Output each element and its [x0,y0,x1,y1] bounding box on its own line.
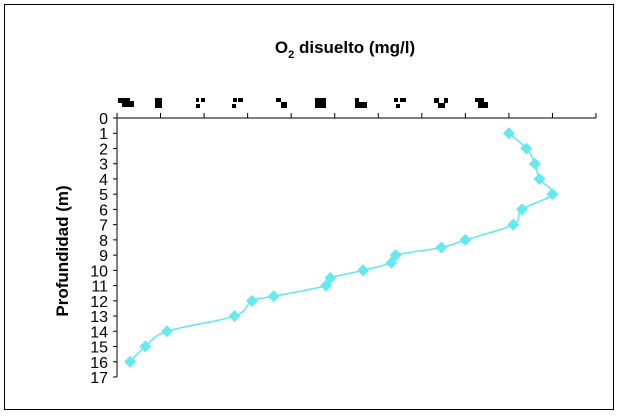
data-point-marker [459,233,472,246]
chart-frame [4,4,614,410]
x-tick-label-glyph [396,104,400,108]
y-tick-label: 3 [99,157,108,174]
x-tick-label-glyph [315,98,326,108]
y-tick-label: 5 [99,187,108,204]
x-tick-label-glyph [400,98,406,102]
chart-title: O2 disuelto (mg/l) [275,38,415,61]
x-tick-label-glyph [478,102,488,108]
data-point-marker [515,203,528,216]
y-tick-label: 4 [99,172,108,189]
x-tick-label-glyph [434,98,439,103]
data-point-marker [228,310,241,323]
data-point-marker [357,264,370,277]
y-tick-label: 0 [99,111,108,128]
y-tick-label: 2 [99,141,108,158]
x-tick-label-glyph [232,104,236,108]
x-tick-label-glyph [233,98,237,102]
data-point-marker [320,279,333,292]
data-point-marker [124,355,137,368]
x-tick-label-glyph [394,98,398,102]
y-tick-label: 16 [90,355,108,372]
x-tick-label-glyph [201,98,205,102]
x-tick-label-glyph [438,103,445,108]
x-tick-label-glyph [444,98,448,103]
y-tick-label: 17 [90,370,108,387]
x-tick-label-glyph [196,104,200,108]
x-axis [116,98,597,119]
y-tick-label: 8 [99,233,108,250]
x-tick-label-glyph [359,102,367,108]
y-tick-label: 13 [90,309,108,326]
data-point-marker [502,127,515,140]
x-tick-label-glyph [475,98,484,102]
data-point-marker [161,325,174,338]
y-tick-label: 9 [99,248,108,265]
y-tick-label: 14 [90,324,108,341]
x-tick-label-glyph [155,98,162,108]
data-point-marker [533,172,546,185]
x-tick-label-glyph [281,102,287,108]
data-point-marker [385,256,398,269]
y-tick-label: 12 [90,294,108,311]
data-point-marker [546,188,559,201]
data-point-marker [139,340,152,353]
data-point-marker [245,294,258,307]
x-tick-label-glyph [196,98,199,102]
y-tick-label: 1 [99,126,108,143]
x-tick-label-glyph [122,101,134,107]
data-point-marker [435,241,448,254]
data-point-marker [529,157,542,170]
x-tick-label-glyph [118,98,130,103]
x-tick-label-glyph [238,98,243,102]
x-tick-label-glyph [276,98,281,102]
data-point-marker [520,142,533,155]
y-tick-label: 10 [90,263,108,280]
data-point-marker [267,290,280,303]
y-tick-label: 15 [90,340,108,357]
y-tick-label: 7 [99,218,108,235]
y-axis-label: Profundidad (m) [53,185,72,316]
data-point-marker [507,218,520,231]
y-tick-label: 11 [91,279,108,296]
x-tick-label-glyph [355,98,359,108]
y-tick-label: 6 [99,202,108,219]
plot-area [124,127,559,368]
series-line [129,132,554,363]
